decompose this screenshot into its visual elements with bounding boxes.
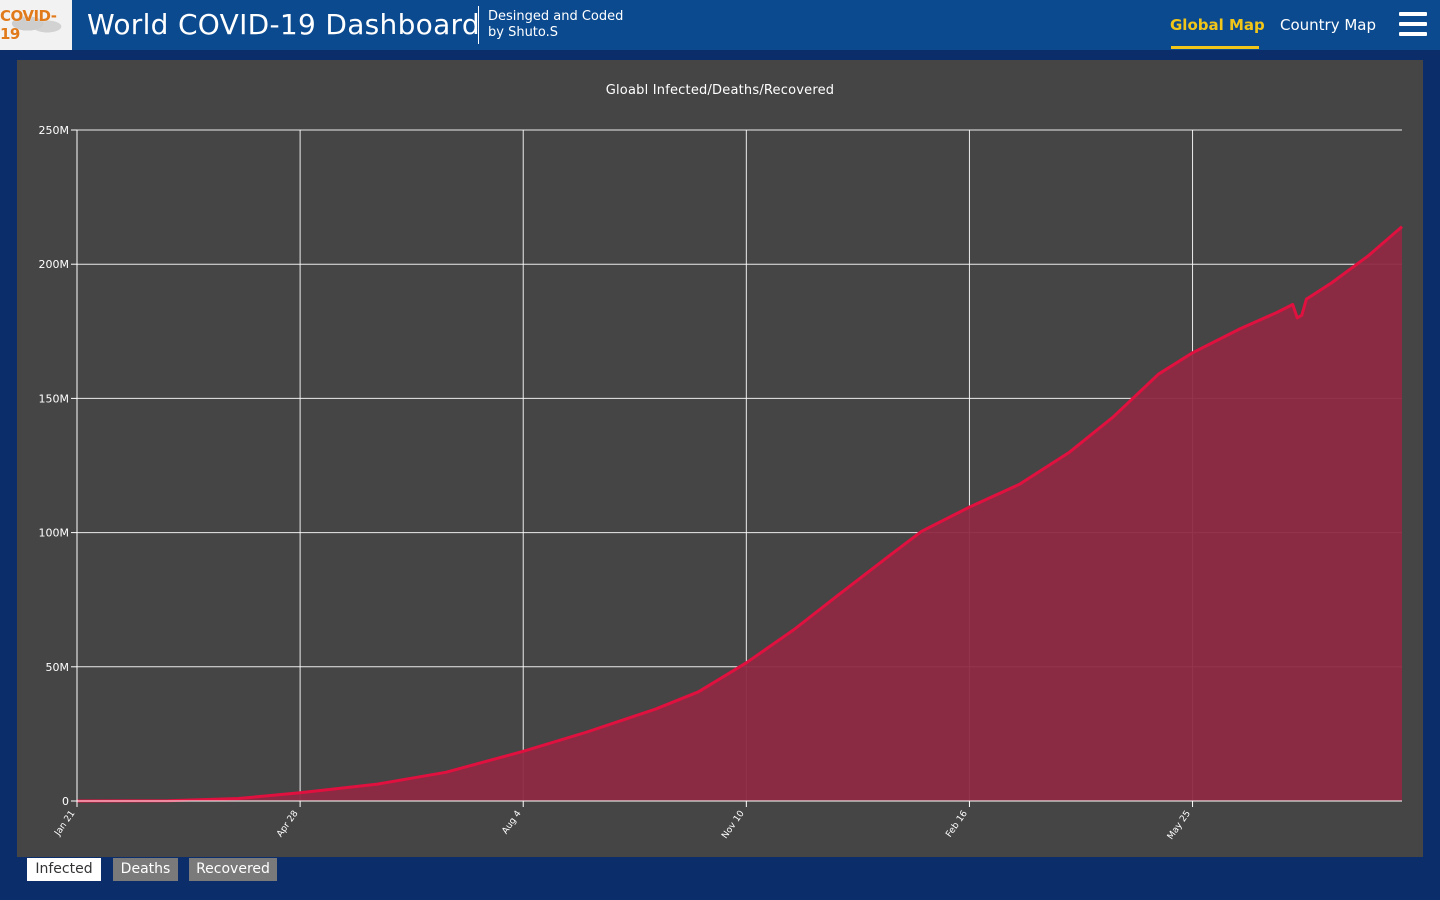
y-tick-label: 50M [46,661,70,674]
x-tick-label: Feb 16 [944,809,970,840]
x-tick-label: Jan 21 [53,809,78,839]
app-title: World COVID-19 Dashboard [87,8,480,41]
x-tick-label: Nov 10 [720,809,747,841]
tab-recovered[interactable]: Recovered [189,858,277,881]
chart-title: Gloabl Infected/Deaths/Recovered [605,83,835,98]
x-tick-label: Apr 28 [275,809,300,839]
nav-global-map[interactable]: Global Map [1170,16,1265,34]
credit-text: Desinged and Coded by Shuto.S [488,9,658,41]
hamburger-menu-icon[interactable] [1399,12,1427,36]
header-bar: COVID-19 World COVID-19 Dashboard Desing… [0,0,1440,50]
covid-logo[interactable]: COVID-19 [0,0,72,50]
series-area [76,225,1403,803]
tab-infected[interactable]: Infected [27,858,101,884]
infected-area-fill [77,226,1402,802]
credit-line-2: by Shuto.S [488,25,559,40]
credit-line-1: Desinged and Coded [488,9,624,24]
nav-country-map[interactable]: Country Map [1280,16,1377,34]
y-tick-label: 200M [39,258,70,271]
y-tick-label: 250M [39,124,70,137]
y-tick-label: 150M [39,392,70,405]
y-tick-label: 100M [39,527,70,540]
x-tick-label: Aug 4 [500,809,523,836]
infected-series-line [76,225,1403,803]
world-map-icon [8,10,64,40]
x-tick-label: May 25 [1166,809,1193,842]
nav-active-indicator [1171,46,1259,49]
title-divider [478,6,479,44]
logo-text: COVID-19 [0,7,57,43]
y-tick-label: 0 [62,795,69,808]
tab-deaths[interactable]: Deaths [113,858,178,881]
